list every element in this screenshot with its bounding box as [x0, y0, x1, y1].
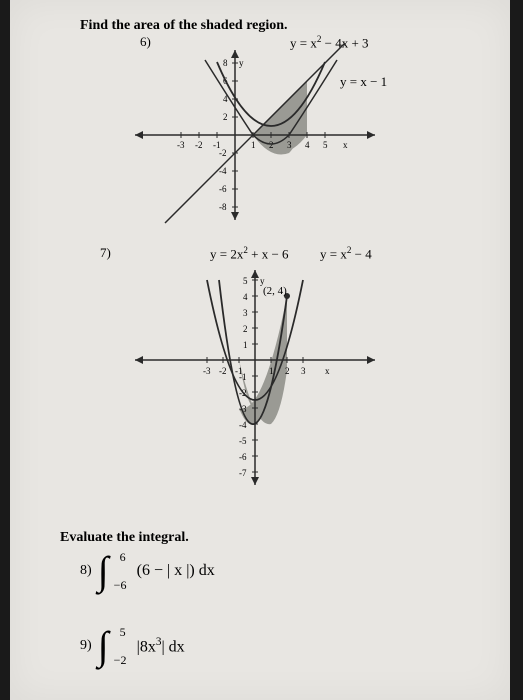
y7-5: 5: [243, 276, 248, 286]
ytick-8: 8: [223, 58, 228, 68]
y-arrow-u-7: [251, 270, 259, 278]
int9-upper: 5: [120, 628, 126, 638]
int8-upper: 6: [120, 553, 126, 563]
worksheet-page: Find the area of the shaded region. 6) y…: [10, 0, 510, 700]
y7-n5: -5: [239, 436, 247, 446]
xtick-4: 4: [305, 140, 310, 150]
x7-n3: -3: [203, 366, 211, 376]
problem-6-graph: -3 -2 -1 1 2 3 4 5 x 2 4 6 8 y -2 -4 -6: [115, 40, 395, 230]
x-arrow-r-7: [367, 356, 375, 364]
x-arrow-right-6: [367, 131, 375, 139]
int9-integrand: |8x3| dx: [137, 636, 185, 656]
section-header-evaluate: Evaluate the integral.: [60, 530, 189, 546]
x7-3: 3: [301, 366, 306, 376]
line-6: [165, 43, 345, 223]
y7-4: 4: [243, 292, 248, 302]
int9-pre: |8x: [137, 638, 156, 655]
problem-9: 9) ∫ 5 −2 |8x3| dx: [80, 630, 185, 662]
y7-n6: -6: [239, 452, 247, 462]
problem-8-number: 8): [80, 563, 92, 579]
ytick-n2: -2: [219, 148, 227, 158]
xtick-n3: -3: [177, 140, 185, 150]
y7-n1: -1: [239, 372, 247, 382]
y7-3: 3: [243, 308, 248, 318]
int9-post: | dx: [161, 638, 184, 655]
xtick-n2: -2: [195, 140, 203, 150]
point-label-7: (2, 4): [263, 285, 287, 297]
x7-n2: -2: [219, 366, 227, 376]
int8-integrand: (6 − | x |) dx: [137, 562, 215, 580]
integral-sign-9: ∫ 5 −2: [98, 630, 109, 662]
integral-sign-8: ∫ 6 −6: [98, 555, 109, 587]
xtick-5: 5: [323, 140, 328, 150]
problem-8: 8) ∫ 6 −6 (6 − | x |) dx: [80, 555, 215, 587]
x7-1: 1: [269, 366, 274, 376]
x-arrow-left-6: [135, 131, 143, 139]
x-arrow-l-7: [135, 356, 143, 364]
problem-9-number: 9): [80, 638, 92, 654]
y7-n4: -4: [239, 420, 247, 430]
ytick-n8: -8: [219, 202, 227, 212]
xtick-x: x: [343, 140, 348, 150]
y7-2: 2: [243, 324, 248, 334]
int8-lower: −6: [114, 581, 127, 591]
ytick-y: y: [239, 58, 244, 68]
y-arrow-d-7: [251, 477, 259, 485]
xtick-2: 2: [269, 140, 274, 150]
ytick-n6: -6: [219, 184, 227, 194]
problem-7-number: 7): [100, 245, 111, 261]
int9-lower: −2: [114, 656, 127, 666]
section-header-shaded: Find the area of the shaded region.: [80, 18, 288, 34]
x7-2: 2: [285, 366, 290, 376]
y-arrow-up-6: [231, 50, 239, 58]
ytick-2: 2: [223, 112, 228, 122]
y7-1: 1: [243, 340, 248, 350]
y-arrow-down-6: [231, 212, 239, 220]
xtick-3: 3: [287, 140, 292, 150]
x7-x: x: [325, 366, 330, 376]
y7-n7: -7: [239, 468, 247, 478]
problem-7-graph: -3 -2 -1 1 2 3 x y 5 4 3 2 1 -1 -2 -3: [105, 260, 405, 490]
xtick-1: 1: [251, 140, 256, 150]
